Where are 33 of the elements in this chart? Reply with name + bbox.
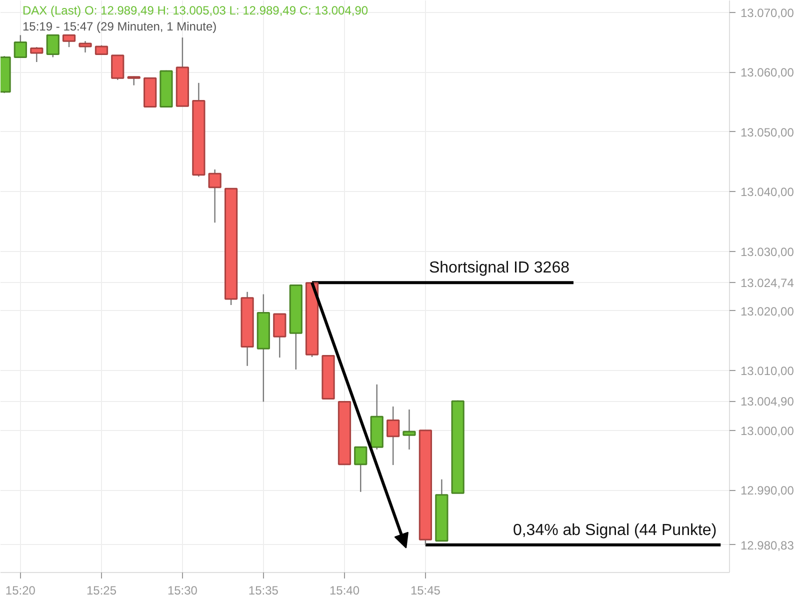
candlestick <box>62 34 76 48</box>
y-tick-label: 12.980,83 <box>740 538 794 552</box>
annotation: 0,34% ab Signal (44 Punkte) <box>512 522 717 539</box>
y-tick-label: 13.030,00 <box>740 244 794 259</box>
x-tick-label: 15:35 <box>248 584 279 598</box>
candlestick <box>386 406 400 466</box>
chart-title: DAX (Last) O: 12.989,49 H: 13.005,03 L: 12.989,49 C: 13.004,90 <box>22 4 368 18</box>
y-tick-label: 13.060,00 <box>740 66 794 80</box>
candlestick <box>14 34 27 58</box>
y-tick-label: 13.000,00 <box>740 424 794 438</box>
y-tick-label: 13.004,90 <box>740 394 794 409</box>
candlestick <box>273 313 286 358</box>
annotation: Shortsignal ID 3268 <box>428 260 570 277</box>
y-tick-label: 13.024,74 <box>740 276 794 290</box>
x-tick-label: 15:25 <box>86 584 117 598</box>
y-tick-label: 13.010,00 <box>740 364 794 378</box>
candlestick <box>208 168 222 224</box>
y-tick-label: 13.040,00 <box>740 185 794 200</box>
candlestick <box>354 446 368 492</box>
candlestick <box>78 40 92 54</box>
x-tick-label: 15:20 <box>5 584 36 598</box>
text: 15:19 - 15:47 (29 Minuten, 1 Minute) <box>22 20 217 34</box>
candlestick <box>402 408 416 450</box>
x-tick-label: 15:40 <box>329 584 360 598</box>
y-tick-label: 13.070,00 <box>740 6 794 20</box>
x-tick-label: 15:45 <box>410 584 441 598</box>
x-tick-label: 15:30 <box>167 584 198 598</box>
y-tick-label: 12.990,00 <box>740 484 794 498</box>
candlestick <box>111 54 124 81</box>
y-tick-label: 13.020,00 <box>740 304 794 318</box>
candlestick <box>30 46 44 63</box>
y-tick-label: 13.050,00 <box>740 125 794 140</box>
candlestick <box>46 34 60 58</box>
